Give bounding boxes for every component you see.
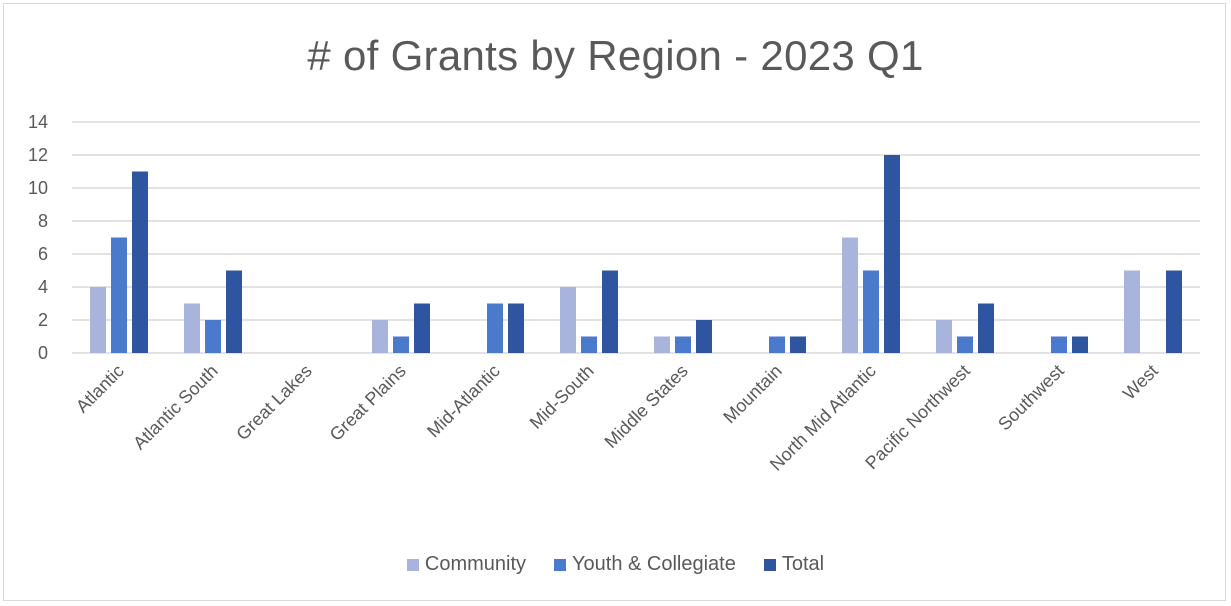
- bar-total-west: [1166, 270, 1182, 353]
- bar-youth-collegiate-middle-states: [675, 336, 691, 353]
- bar-youth-collegiate-mid-atlantic: [487, 303, 503, 353]
- legend-item: Youth & Collegiate: [554, 553, 736, 576]
- x-tick-label: Mid-South: [526, 361, 598, 433]
- bar-total-mountain: [790, 336, 806, 353]
- legend-label: Community: [424, 553, 527, 575]
- bar-total-mid-atlantic: [508, 303, 524, 353]
- bar-community-pacific-northwest: [936, 320, 952, 353]
- bar-community-north-mid-atlantic: [842, 237, 858, 353]
- bar-community-middle-states: [654, 336, 670, 353]
- bar-total-mid-south: [602, 270, 618, 353]
- y-tick-label: 8: [38, 211, 48, 231]
- x-tick-label: Atlantic: [72, 361, 128, 417]
- legend-label: Total: [781, 553, 825, 575]
- bar-youth-collegiate-mountain: [769, 336, 785, 353]
- y-tick-label: 0: [38, 343, 48, 363]
- legend-item: Community: [406, 553, 527, 576]
- x-tick-label: Great Plains: [326, 361, 410, 445]
- y-axis-tick-labels: 0 2 4 6 8 10 12 14: [28, 112, 48, 363]
- x-tick-label: Southwest: [994, 361, 1068, 435]
- bar-community-atlantic-south: [184, 303, 200, 353]
- legend-item: Total: [763, 553, 825, 576]
- y-tick-label: 2: [38, 310, 48, 330]
- y-tick-label: 14: [28, 112, 48, 132]
- gridlines: [72, 121, 1200, 354]
- x-axis-tick-labels: Atlantic Atlantic South Great Lakes Great P…: [72, 361, 1162, 475]
- y-tick-label: 12: [28, 145, 48, 165]
- bar-total-atlantic-south: [226, 270, 242, 353]
- bar-youth-collegiate-mid-south: [581, 336, 597, 353]
- bar-youth-collegiate-atlantic: [111, 237, 127, 353]
- bar-youth-collegiate-southwest: [1051, 336, 1067, 353]
- bar-total-great-plains: [414, 303, 430, 353]
- bar-total-pacific-northwest: [978, 303, 994, 353]
- bar-total-southwest: [1072, 336, 1088, 353]
- bar-youth-collegiate-north-mid-atlantic: [863, 270, 879, 353]
- legend-swatch: [763, 558, 776, 571]
- legend: Community Youth & Collegiate Total: [0, 553, 1231, 576]
- bars: [90, 155, 1182, 353]
- legend-swatch: [554, 558, 567, 571]
- chart-title: # of Grants by Region - 2023 Q1: [307, 32, 924, 79]
- bar-community-west: [1124, 270, 1140, 353]
- y-tick-label: 10: [28, 178, 48, 198]
- x-tick-label: Middle States: [601, 361, 692, 452]
- y-tick-label: 6: [38, 244, 48, 264]
- x-tick-label: Pacific Northwest: [861, 361, 973, 473]
- bar-community-atlantic: [90, 287, 106, 353]
- y-tick-label: 4: [38, 277, 48, 297]
- bar-total-north-mid-atlantic: [884, 155, 900, 353]
- x-tick-label: Mountain: [719, 361, 786, 428]
- bar-youth-collegiate-great-plains: [393, 336, 409, 353]
- bar-community-great-plains: [372, 320, 388, 353]
- x-tick-label: Mid-Atlantic: [423, 361, 504, 442]
- bar-total-middle-states: [696, 320, 712, 353]
- bar-youth-collegiate-atlantic-south: [205, 320, 221, 353]
- bar-youth-collegiate-pacific-northwest: [957, 336, 973, 353]
- x-tick-label: Atlantic South: [129, 361, 222, 454]
- legend-swatch: [406, 558, 419, 571]
- x-tick-label: Great Lakes: [232, 361, 315, 444]
- bar-total-atlantic: [132, 171, 148, 353]
- legend-label: Youth & Collegiate: [572, 553, 736, 575]
- bar-community-mid-south: [560, 287, 576, 353]
- x-tick-label: West: [1119, 361, 1162, 404]
